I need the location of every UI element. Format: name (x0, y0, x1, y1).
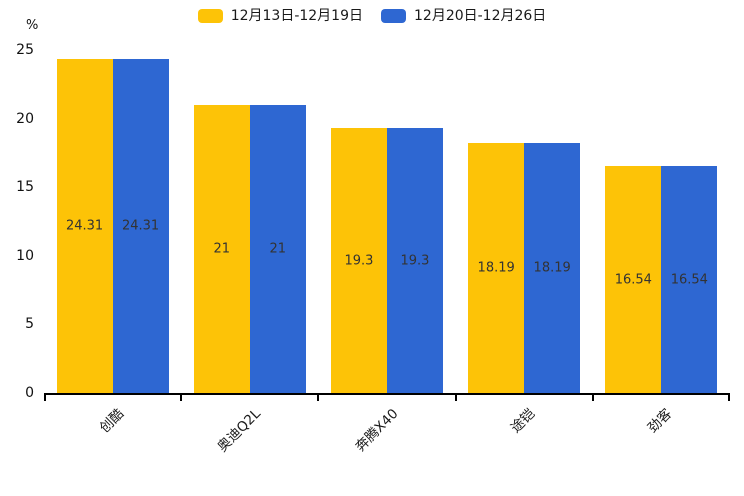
bar-series-2: 16.54 (661, 166, 718, 393)
x-axis-tick (317, 395, 320, 401)
bar-series-2: 19.3 (386, 128, 443, 393)
category-group: 16.54 16.54 (593, 50, 730, 393)
x-axis-label: 奔腾X40 (352, 405, 402, 455)
y-axis-tick-label: 15 (16, 179, 34, 196)
bar-series-1: 16.54 (605, 166, 662, 393)
y-axis-tick-label: 5 (25, 316, 34, 333)
x-axis-labels: 创酷 奥迪Q2L 奔腾X40 途铠 劲客 (44, 401, 730, 461)
legend-swatch (381, 9, 406, 23)
y-axis-tick-label: 25 (16, 42, 34, 58)
y-axis: 0 5 10 15 20 25 (0, 43, 36, 400)
plot-area: 24.31 24.31 21 21 19.3 19.3 18.19 18.19 16.54 16.… (44, 50, 730, 401)
bar-series-1: 24.31 (56, 59, 113, 393)
bar-series-2: 24.31 (112, 59, 169, 393)
y-axis-unit-label: % (26, 18, 39, 33)
x-axis-label: 劲客 (645, 405, 676, 437)
bar-value-label: 24.31 (65, 218, 104, 234)
x-axis-tick (728, 395, 730, 401)
legend-label: 12月20日-12月26日 (414, 8, 547, 24)
category-group: 24.31 24.31 (44, 50, 181, 393)
bar-value-label: 24.31 (121, 218, 160, 234)
x-axis-label: 创酷 (96, 405, 127, 437)
bar-value-label: 21 (269, 241, 287, 257)
category-group: 18.19 18.19 (456, 50, 593, 393)
y-axis-tick-label: 10 (16, 247, 34, 264)
legend-label: 12月13日-12月19日 (230, 8, 363, 24)
y-axis-tick-label: 0 (25, 385, 34, 401)
x-axis-tick (180, 395, 183, 401)
x-axis-tick (454, 395, 457, 401)
x-axis-tick (591, 395, 594, 401)
x-axis-label: 奥迪Q2L (214, 405, 264, 456)
bar-value-label: 16.54 (614, 272, 652, 288)
legend-item: 12月20日-12月26日 (381, 7, 546, 25)
bar-series-1: 21 (193, 104, 250, 393)
bar-series-2: 18.19 (524, 143, 581, 393)
x-axis-label: 途铠 (507, 405, 539, 437)
legend-swatch (197, 9, 223, 23)
bar-value-label: 18.19 (533, 260, 571, 276)
x-axis-tick (44, 395, 46, 401)
bar-value-label: 21 (213, 241, 231, 257)
category-group: 19.3 19.3 (318, 50, 455, 393)
legend-item: 12月13日-12月19日 (197, 7, 363, 25)
chart-legend: 12月13日-12月19日 12月20日-12月26日 (0, 7, 744, 25)
bar-series-2: 21 (249, 104, 306, 393)
bar-series-1: 18.19 (468, 143, 525, 393)
category-group: 21 21 (181, 50, 318, 393)
bar-value-label: 19.3 (344, 253, 374, 269)
bar-value-label: 16.54 (670, 272, 708, 288)
bar-value-label: 19.3 (400, 253, 430, 269)
bar-value-label: 18.19 (477, 260, 515, 276)
y-axis-tick-label: 20 (16, 110, 34, 127)
bar-series-1: 19.3 (330, 128, 387, 393)
